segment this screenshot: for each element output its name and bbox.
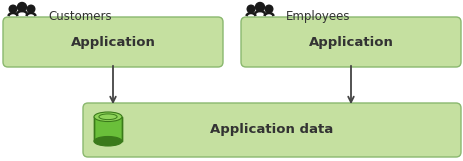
FancyBboxPatch shape: [83, 103, 460, 157]
Circle shape: [27, 5, 35, 13]
Circle shape: [9, 5, 17, 13]
FancyBboxPatch shape: [240, 17, 460, 67]
Ellipse shape: [94, 137, 122, 146]
Text: Application: Application: [70, 35, 155, 48]
Text: Application: Application: [308, 35, 393, 48]
Polygon shape: [94, 117, 122, 141]
Text: Customers: Customers: [48, 10, 112, 23]
Circle shape: [255, 3, 264, 11]
Ellipse shape: [94, 112, 122, 122]
Circle shape: [18, 3, 26, 11]
FancyBboxPatch shape: [3, 17, 223, 67]
Text: Employees: Employees: [285, 10, 350, 23]
Circle shape: [247, 5, 254, 13]
Circle shape: [265, 5, 272, 13]
Text: Application data: Application data: [210, 123, 333, 137]
Polygon shape: [94, 117, 122, 141]
